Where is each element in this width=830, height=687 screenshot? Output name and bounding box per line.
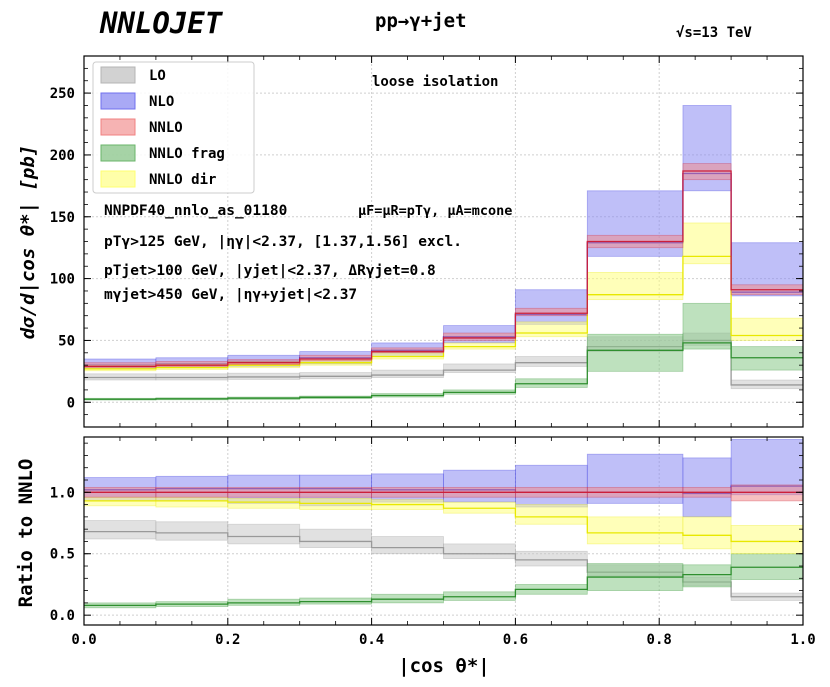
band-lo (515, 356, 588, 367)
legend-swatch-nnlo-frag (100, 144, 136, 162)
band-nnlo (443, 332, 516, 341)
y-tick-label: 1.0 (50, 485, 75, 501)
legend-label: NNLO dir (149, 172, 216, 188)
main-panel: 0 50 100 150 200 250 (50, 55, 804, 428)
legend: LO NLO NNLO NNLO frag NNLO dir (92, 61, 255, 194)
y-tick-label: 50 (58, 333, 75, 349)
x-axis-label: |cos θ*| (398, 655, 490, 677)
band-nnlo-frag (682, 302, 732, 350)
y-tick-label: 0.5 (50, 547, 75, 563)
nnlojet-logo: NNLOJET (99, 6, 224, 40)
line-nnlo-frag (84, 342, 803, 400)
band-lo (299, 528, 373, 548)
x-tick-label: 1.0 (790, 632, 815, 648)
x-tick-label: 0.8 (647, 632, 672, 648)
band-nnlo-dir (515, 504, 588, 525)
pdf-label: NNPDF40_nnlo_as_01180 (104, 203, 287, 219)
band-nnlo-dir (730, 317, 804, 341)
band-nnlo-dir (155, 496, 229, 508)
ratio-panel: 0.0 0.5 1.0 0.0 0.2 0.4 0.6 0.8 1.0 (50, 436, 816, 648)
x-tick-label: 0.4 (359, 632, 384, 648)
line-nnlo-frag (84, 566, 803, 606)
legend-label: LO (149, 68, 166, 84)
band-lo (443, 363, 516, 373)
band-nnlo (299, 354, 373, 362)
y-tick-label: 0.0 (50, 608, 75, 624)
band-lo (515, 550, 588, 567)
band-lo (371, 369, 444, 378)
y-tick-label: 250 (50, 86, 75, 102)
top-y-axis-label: dσ/d|cos θ*| [pb] (17, 145, 39, 339)
band-nlo (515, 289, 588, 325)
scales-label: μF=μR=pTγ, μA=mcone (358, 203, 512, 219)
x-tick-label: 0.0 (71, 632, 96, 648)
mass-cut-label: mγjet>450 GeV, |ηγ+yjet|<2.37 (104, 287, 357, 303)
legend-label: NLO (149, 94, 174, 110)
band-lo (443, 543, 516, 560)
process-title: pp→γ+jet (375, 10, 467, 32)
band-nlo (515, 464, 588, 508)
bottom-y-axis-label: Ratio to NNLO (15, 459, 37, 608)
y-tick-label: 150 (50, 210, 75, 226)
x-tick-label: 0.6 (503, 632, 528, 648)
y-tick-label: 200 (50, 148, 75, 164)
band-nnlo-dir (227, 498, 301, 509)
line-nnlo-dir (84, 500, 803, 543)
line-nnlo (84, 170, 803, 368)
band-nnlo-dir (682, 222, 732, 265)
band-lo (371, 536, 444, 555)
photon-cut-label: pTγ>125 GeV, |ηγ|<2.37, [1.37,1.56] excl… (104, 234, 462, 250)
band-nnlo-dir (515, 321, 588, 338)
legend-swatch-nnlo (100, 118, 136, 136)
band-lo (83, 520, 157, 540)
band-lo (155, 521, 229, 541)
energy-label: √s=13 TeV (676, 25, 752, 41)
band-nnlo-dir (586, 516, 684, 545)
band-nnlo-frag (586, 333, 684, 372)
band-lo (227, 523, 301, 545)
jet-cut-label: pTjet>100 GeV, |yjet|<2.37, ΔRγjet=0.8 (104, 263, 436, 279)
band-nnlo-dir (682, 516, 732, 550)
legend-swatch-lo (100, 66, 136, 84)
legend-label: NNLO (149, 120, 183, 136)
legend-label: NNLO frag (149, 146, 225, 162)
y-tick-label: 0 (67, 395, 75, 411)
band-nnlo (515, 307, 588, 317)
band-nnlo-frag (682, 564, 732, 588)
legend-swatch-nnlo-dir (100, 170, 136, 188)
isolation-label: loose isolation (372, 74, 498, 90)
band-nnlo-dir (586, 272, 684, 301)
x-tick-label: 0.2 (215, 632, 240, 648)
legend-swatch-nlo (100, 92, 136, 110)
y-tick-label: 100 (50, 272, 75, 288)
band-nnlo-dir (730, 525, 804, 555)
